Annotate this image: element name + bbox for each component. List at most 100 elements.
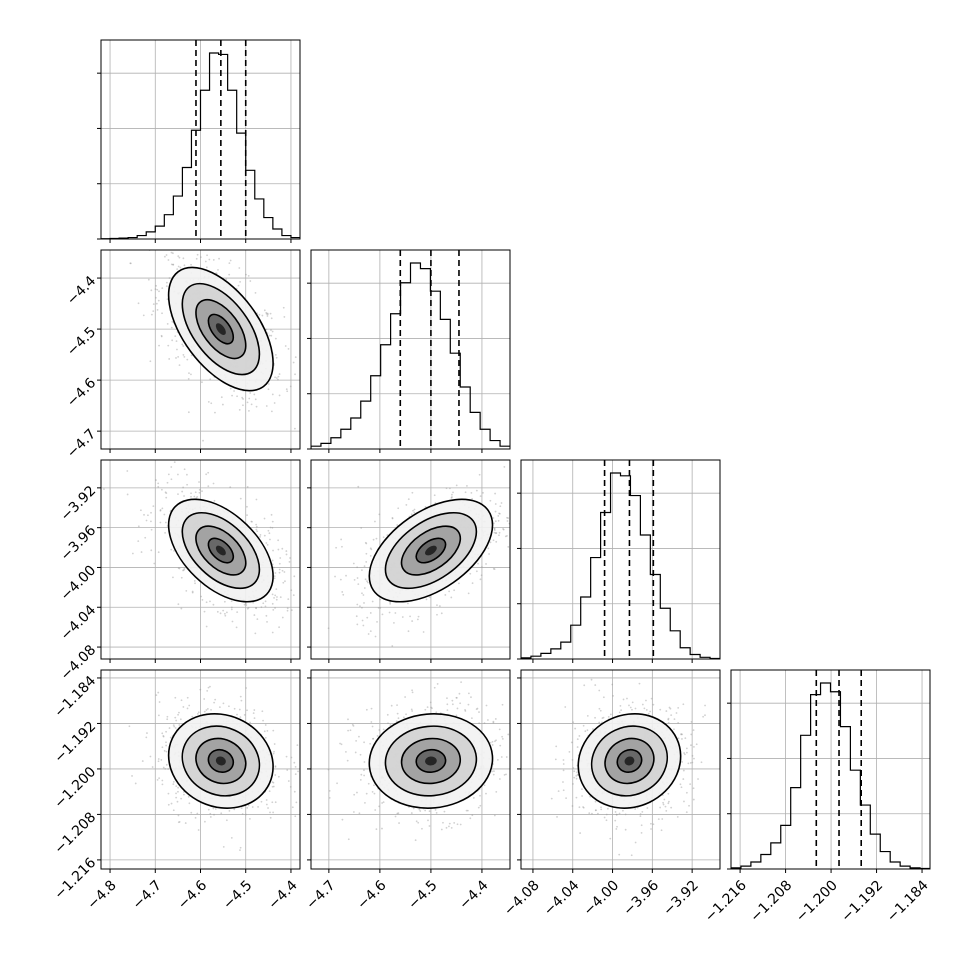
scatter-point	[483, 722, 486, 725]
scatter-point	[689, 762, 692, 764]
scatter-point	[201, 381, 203, 384]
scatter-point	[271, 785, 274, 788]
scatter-point	[270, 334, 273, 337]
scatter-point	[659, 708, 662, 711]
scatter-point	[273, 743, 276, 745]
scatter-point	[194, 816, 197, 819]
scatter-point	[255, 607, 257, 610]
scatter-point	[264, 736, 267, 739]
scatter-point	[466, 809, 469, 812]
scatter-point	[207, 485, 210, 488]
scatter-point	[177, 821, 180, 824]
scatter-point	[145, 519, 148, 522]
scatter-point	[267, 388, 270, 391]
scatter-point	[494, 510, 497, 513]
scatter-point	[158, 290, 160, 293]
scatter-point	[131, 240, 133, 242]
scatter-point	[481, 566, 483, 568]
scatter-point	[187, 411, 190, 414]
scatter-point	[198, 491, 201, 494]
scatter-point	[157, 714, 160, 717]
scatter-point	[241, 396, 244, 399]
scatter-point	[272, 729, 275, 732]
scatter-point	[155, 284, 157, 287]
scatter-point	[681, 733, 684, 736]
scatter-point	[411, 710, 414, 712]
scatter-point	[677, 706, 680, 709]
scatter-point	[506, 516, 508, 519]
scatter-point	[282, 581, 285, 584]
scatter-point	[183, 567, 186, 570]
scatter-point	[418, 808, 421, 811]
scatter-point	[634, 808, 637, 810]
scatter-point	[251, 806, 254, 808]
scatter-point	[168, 727, 171, 729]
scatter-point	[489, 741, 492, 744]
scatter-point	[144, 536, 147, 539]
scatter-point	[429, 701, 432, 704]
scatter-point	[519, 776, 521, 778]
x-tick-label: −4.5	[405, 877, 440, 912]
scatter-point	[231, 620, 234, 623]
scatter-point	[171, 339, 174, 342]
scatter-point	[470, 491, 473, 494]
scatter-point	[176, 348, 178, 351]
scatter-point	[253, 393, 256, 396]
scatter-point	[446, 703, 449, 706]
scatter-point	[218, 706, 221, 708]
scatter-point	[274, 774, 277, 776]
scatter-point	[450, 827, 453, 829]
scatter-point	[214, 698, 217, 701]
scatter-point	[363, 565, 366, 568]
scatter-point	[397, 507, 400, 510]
scatter-point	[160, 488, 163, 491]
scatter-point	[493, 531, 496, 534]
scatter-point	[182, 354, 185, 356]
scatter-point	[603, 816, 606, 819]
scatter-point	[205, 266, 208, 269]
scatter-point	[369, 547, 372, 550]
scatter-point	[501, 703, 504, 706]
scatter-point	[456, 707, 459, 710]
scatter-point	[649, 710, 652, 713]
scatter-point	[236, 713, 238, 716]
scatter-point	[562, 759, 565, 761]
scatter-point	[494, 740, 496, 743]
y-tick-label: −4.4	[64, 273, 99, 308]
scatter-point	[346, 759, 349, 762]
scatter-point	[285, 550, 288, 552]
scatter-point	[248, 409, 250, 412]
panel-3-3	[727, 669, 931, 873]
scatter-point	[574, 727, 577, 730]
scatter-point	[413, 511, 416, 514]
scatter-point	[219, 612, 222, 615]
scatter-point	[495, 532, 498, 534]
scatter-point	[196, 253, 199, 256]
scatter-point	[293, 575, 296, 578]
scatter-point	[131, 552, 134, 555]
scatter-point	[286, 609, 289, 612]
scatter-point	[172, 780, 175, 783]
scatter-point	[488, 553, 490, 555]
scatter-point	[501, 735, 504, 738]
x-tick-label: −1.192	[838, 877, 886, 925]
scatter-point	[507, 517, 510, 519]
scatter-point	[165, 750, 168, 753]
scatter-point	[286, 769, 289, 771]
scatter-point	[129, 262, 132, 265]
scatter-point	[582, 806, 584, 808]
scatter-point	[268, 790, 271, 793]
scatter-point	[426, 706, 429, 709]
scatter-point	[266, 543, 269, 546]
scatter-point	[607, 715, 610, 718]
scatter-point	[178, 256, 181, 259]
scatter-point	[571, 759, 574, 761]
scatter-point	[245, 273, 247, 276]
scatter-point	[598, 721, 601, 724]
scatter-point	[242, 398, 244, 400]
scatter-point	[186, 358, 189, 361]
scatter-point	[196, 812, 199, 815]
scatter-point	[255, 523, 258, 526]
scatter-point	[479, 804, 482, 807]
scatter-point	[586, 729, 589, 732]
